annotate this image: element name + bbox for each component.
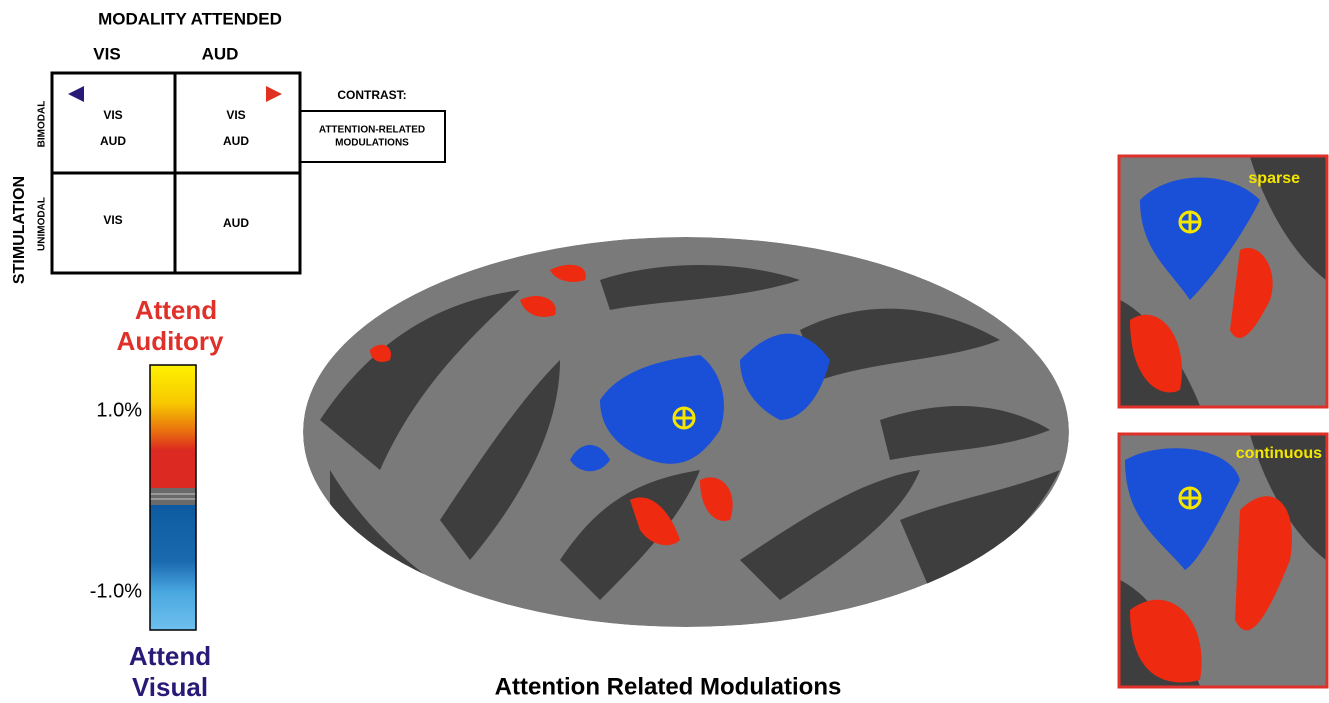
colorbar-top-label: Auditory xyxy=(117,326,224,356)
row-title: STIMULATION xyxy=(11,176,28,284)
colorbar-segment xyxy=(150,365,196,450)
inset-label: continuous xyxy=(1236,445,1322,462)
arrow-head xyxy=(266,86,282,102)
arrow-head xyxy=(68,86,84,102)
cell-text: VIS xyxy=(103,213,122,227)
colorbar-segment xyxy=(150,505,196,630)
inset-map xyxy=(1120,157,1326,406)
cell-text: AUD xyxy=(223,134,249,148)
inset-map xyxy=(1120,435,1326,686)
colorbar-bottom-label: Visual xyxy=(132,672,208,702)
cell-text: VIS xyxy=(103,108,122,122)
row-label: BIMODAL xyxy=(37,101,48,148)
cell-text: VIS xyxy=(226,108,245,122)
design-title: MODALITY ATTENDED xyxy=(98,9,282,28)
colorbar-tick: 1.0% xyxy=(96,399,142,421)
cell-text: AUD xyxy=(100,134,126,148)
contrast-label: CONTRAST: xyxy=(337,88,406,102)
figure: MODALITY ATTENDED VIS AUD STIMULATION BI… xyxy=(0,0,1329,703)
inset-label: sparse xyxy=(1248,170,1300,187)
colorbar-segment xyxy=(150,450,196,488)
colorbar-top-label: Attend xyxy=(135,295,217,325)
contrast-box xyxy=(300,111,445,162)
colorbar-bottom-label: Attend xyxy=(129,641,211,671)
colorbar-segment xyxy=(150,488,196,505)
column-label: AUD xyxy=(202,44,239,63)
contrast-text: ATTENTION-RELATED xyxy=(319,125,425,136)
contrast-text: MODULATIONS xyxy=(335,138,409,149)
column-label: VIS xyxy=(93,44,120,63)
colorbar-tick: -1.0% xyxy=(90,580,142,602)
cortex-map xyxy=(303,237,1069,627)
cell-text: AUD xyxy=(223,216,249,230)
row-label: UNIMODAL xyxy=(37,197,48,251)
map-title: Attention Related Modulations xyxy=(495,673,842,700)
